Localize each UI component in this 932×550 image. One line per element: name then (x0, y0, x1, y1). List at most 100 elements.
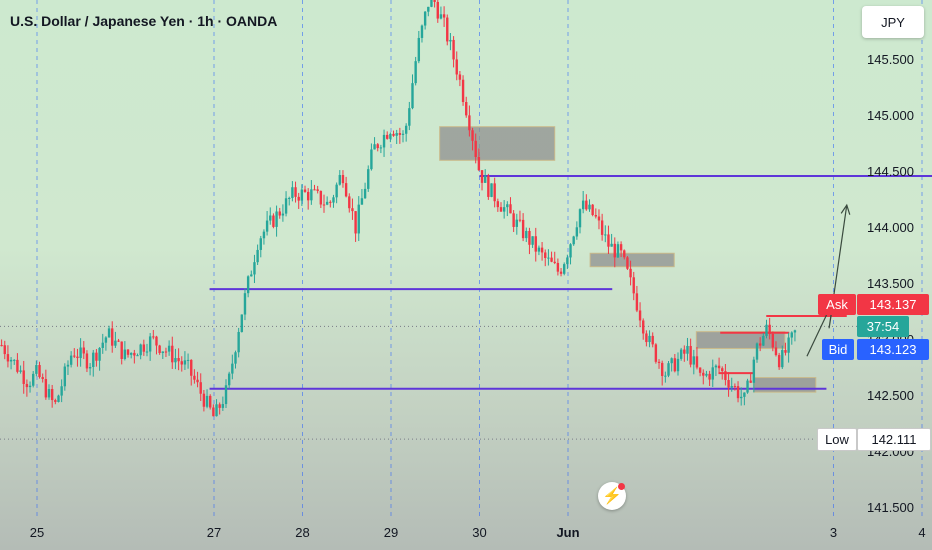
candle-body (177, 358, 180, 362)
candle-body (25, 383, 29, 388)
candle-body (265, 220, 269, 232)
candle-body (139, 344, 142, 356)
candle-body (370, 149, 373, 170)
candle-body (518, 219, 522, 221)
candle-body (54, 400, 57, 402)
candle-body (787, 337, 790, 353)
x-tick-label: 29 (384, 525, 398, 540)
candle-body (506, 204, 509, 208)
candle-body (642, 320, 645, 334)
candle-body (556, 262, 560, 272)
candle-body (474, 140, 477, 157)
chart-title: U.S. Dollar / Japanese Yen · 1h · OANDA (10, 13, 278, 29)
candle-body (471, 130, 474, 141)
candle-body (152, 336, 155, 338)
candle-body (212, 407, 215, 417)
candle-body (6, 354, 10, 362)
y-tick-label: 144.000 (867, 220, 914, 235)
candle-body (41, 377, 44, 380)
candle-body (107, 328, 111, 338)
candle-body (619, 244, 623, 251)
candle-body (284, 198, 288, 214)
candle-body (199, 382, 202, 394)
candle-body (129, 352, 133, 355)
candle-body (193, 375, 196, 380)
candle-body (379, 147, 383, 149)
candle-body (275, 211, 278, 227)
candle-body (607, 234, 610, 247)
candle-body (654, 344, 658, 362)
candle-body (325, 201, 329, 205)
candle-body (499, 207, 503, 212)
candle-body (22, 370, 25, 384)
candle-body (209, 395, 212, 408)
ask-label: Ask (818, 294, 856, 315)
candle-body (784, 350, 787, 353)
zone-box (695, 331, 786, 349)
candle-body (695, 356, 699, 368)
support-resistance-lines[interactable] (209, 174, 932, 390)
zone-box (439, 126, 556, 161)
candle-body (515, 219, 518, 227)
candle-body (436, 1, 439, 19)
bid-price: 143.123 (857, 339, 929, 360)
candle-body (158, 345, 161, 353)
candle-body (626, 257, 629, 269)
x-tick-label: 28 (295, 525, 309, 540)
candle-body (740, 396, 743, 399)
candle-body (44, 379, 48, 398)
candle-body (322, 204, 326, 206)
candle-body (414, 61, 417, 84)
candle-body (449, 39, 452, 42)
candle-body (272, 215, 275, 227)
candle-body (686, 345, 689, 354)
candle-body (439, 14, 443, 19)
candle-body (180, 361, 183, 365)
candle-body (28, 385, 32, 388)
candle-body (13, 359, 16, 361)
candle-body (288, 197, 291, 199)
x-tick-label: 27 (207, 525, 221, 540)
candle-body (692, 356, 695, 365)
candle-body (679, 349, 683, 359)
candle-body (534, 236, 537, 252)
candle-body (19, 370, 22, 372)
candle-body (269, 215, 272, 221)
candle-body (559, 271, 563, 274)
candle-body (246, 276, 250, 294)
candle-body (389, 133, 392, 139)
candle-body (774, 347, 778, 356)
candle-body (433, 0, 436, 2)
candle-body (92, 352, 95, 368)
candle-body (348, 196, 351, 209)
candle-body (367, 169, 370, 189)
candle-body (670, 358, 673, 364)
candle-body (126, 349, 130, 355)
candle-body (578, 209, 582, 228)
candle-body (57, 395, 60, 402)
candle-body (749, 380, 752, 383)
candle-body (344, 183, 348, 197)
y-tick-label: 142.500 (867, 388, 914, 403)
bid-label: Bid (822, 339, 854, 360)
candle-body (604, 234, 607, 236)
candle-body (82, 347, 85, 354)
currency-button[interactable]: JPY (862, 6, 924, 38)
candle-body (243, 293, 247, 315)
candle-body (310, 189, 313, 201)
candle-body (708, 373, 711, 380)
candle-body (442, 14, 446, 18)
lightning-bolt-icon[interactable]: ⚡ (598, 482, 626, 510)
candle-body (540, 247, 544, 253)
candle-body (458, 74, 462, 80)
candle-body (145, 351, 149, 353)
candle-body (771, 333, 775, 348)
candle-body (306, 191, 310, 201)
notification-dot (618, 483, 625, 490)
candle-body (161, 351, 164, 353)
candle-body (752, 359, 756, 383)
candle-body (430, 0, 433, 7)
x-tick-label: 4 (918, 525, 925, 540)
